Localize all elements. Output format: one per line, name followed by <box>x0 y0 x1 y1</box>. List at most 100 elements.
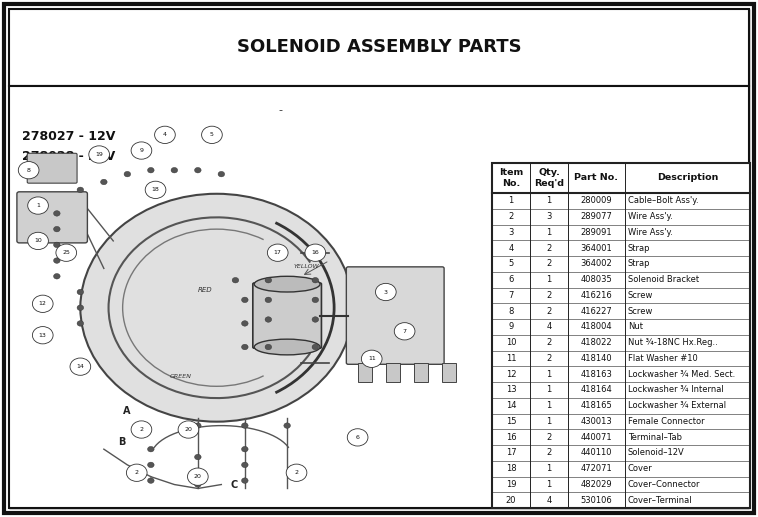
Text: 6: 6 <box>356 435 359 440</box>
Circle shape <box>287 464 307 481</box>
Circle shape <box>242 344 248 350</box>
Text: 278028 - 24V: 278028 - 24V <box>22 150 115 163</box>
Text: 2: 2 <box>547 244 552 253</box>
Circle shape <box>218 171 224 177</box>
Text: Nut ¾-18NC Hx.Reg..: Nut ¾-18NC Hx.Reg.. <box>628 338 718 347</box>
Text: 1: 1 <box>547 401 552 410</box>
Text: 472071: 472071 <box>581 464 612 473</box>
Text: 15: 15 <box>506 417 516 426</box>
Circle shape <box>146 181 166 199</box>
Text: 1: 1 <box>36 203 40 208</box>
Text: 10: 10 <box>34 238 42 244</box>
Text: 2: 2 <box>547 433 552 442</box>
Circle shape <box>56 244 77 262</box>
Circle shape <box>394 323 415 340</box>
Circle shape <box>171 168 177 173</box>
Circle shape <box>242 297 248 302</box>
Text: Solenoid–12V: Solenoid–12V <box>628 448 684 458</box>
Circle shape <box>77 289 83 295</box>
Text: Lockwasher ¾ Med. Sect.: Lockwasher ¾ Med. Sect. <box>628 370 735 378</box>
Text: 2: 2 <box>139 427 143 432</box>
FancyBboxPatch shape <box>27 154 77 183</box>
Circle shape <box>362 350 382 368</box>
Circle shape <box>148 462 154 468</box>
Text: YELLOW: YELLOW <box>293 264 319 269</box>
Text: 20: 20 <box>184 427 193 432</box>
Circle shape <box>54 242 60 248</box>
Text: 430013: 430013 <box>581 417 612 426</box>
Text: 8: 8 <box>509 307 514 315</box>
Text: 280009: 280009 <box>581 196 612 205</box>
Text: 2: 2 <box>509 212 514 221</box>
Text: 25: 25 <box>62 250 70 255</box>
Text: 11: 11 <box>506 354 516 363</box>
Circle shape <box>54 226 60 232</box>
Circle shape <box>54 210 60 216</box>
Bar <box>492 163 750 508</box>
Text: 2: 2 <box>547 291 552 300</box>
Bar <box>9 9 749 86</box>
Text: 3: 3 <box>547 212 552 221</box>
Text: SOLENOID ASSEMBLY PARTS: SOLENOID ASSEMBLY PARTS <box>236 38 522 56</box>
Circle shape <box>148 168 154 173</box>
Text: 6: 6 <box>509 275 514 284</box>
Text: 2: 2 <box>547 354 552 363</box>
Circle shape <box>283 423 290 429</box>
Ellipse shape <box>80 194 353 422</box>
Bar <box>386 363 400 383</box>
Text: 3: 3 <box>384 290 388 295</box>
Text: 12: 12 <box>39 301 47 306</box>
Text: 8: 8 <box>27 168 30 173</box>
Text: 2: 2 <box>547 448 552 458</box>
Text: Qty.
Req'd: Qty. Req'd <box>534 169 564 188</box>
Circle shape <box>77 187 83 193</box>
Text: 416216: 416216 <box>581 291 612 300</box>
Text: 1: 1 <box>547 417 552 426</box>
Text: 4: 4 <box>163 132 167 138</box>
Text: C: C <box>230 480 238 491</box>
Text: 2: 2 <box>295 470 299 475</box>
Text: 418140: 418140 <box>581 354 612 363</box>
Text: 20: 20 <box>194 474 202 479</box>
Text: 418022: 418022 <box>581 338 612 347</box>
FancyBboxPatch shape <box>253 283 321 348</box>
Text: GREEN: GREEN <box>170 374 192 379</box>
Text: 1: 1 <box>547 464 552 473</box>
Text: RED: RED <box>198 287 212 293</box>
Text: 1: 1 <box>509 196 514 205</box>
Circle shape <box>187 468 208 485</box>
Text: 530106: 530106 <box>581 496 612 505</box>
Text: Female Connector: Female Connector <box>628 417 705 426</box>
Text: 418163: 418163 <box>581 370 612 378</box>
Circle shape <box>28 232 49 250</box>
Circle shape <box>312 344 318 350</box>
Text: 278027 - 12V: 278027 - 12V <box>22 130 115 143</box>
Circle shape <box>54 258 60 263</box>
Circle shape <box>148 446 154 452</box>
Text: Nut: Nut <box>628 323 643 331</box>
Text: 13: 13 <box>39 333 47 338</box>
Text: 408035: 408035 <box>581 275 612 284</box>
Text: -: - <box>278 105 282 115</box>
Text: Screw: Screw <box>628 307 653 315</box>
Text: 18: 18 <box>506 464 516 473</box>
Circle shape <box>131 142 152 159</box>
Text: 17: 17 <box>506 448 516 458</box>
Circle shape <box>131 421 152 438</box>
Text: 482029: 482029 <box>581 480 612 489</box>
Text: 10: 10 <box>506 338 516 347</box>
Circle shape <box>127 464 147 481</box>
Text: Terminal–Tab: Terminal–Tab <box>628 433 682 442</box>
Circle shape <box>33 295 53 312</box>
Circle shape <box>312 297 318 302</box>
Text: Lockwasher ¾ External: Lockwasher ¾ External <box>628 401 726 410</box>
Text: Item
No.: Item No. <box>499 169 523 188</box>
FancyBboxPatch shape <box>346 267 444 364</box>
Circle shape <box>242 446 248 452</box>
Text: Solenoid Bracket: Solenoid Bracket <box>628 275 699 284</box>
Text: 16: 16 <box>506 433 516 442</box>
Circle shape <box>77 305 83 311</box>
Circle shape <box>195 482 201 488</box>
Text: 14: 14 <box>506 401 516 410</box>
Text: 1: 1 <box>547 480 552 489</box>
